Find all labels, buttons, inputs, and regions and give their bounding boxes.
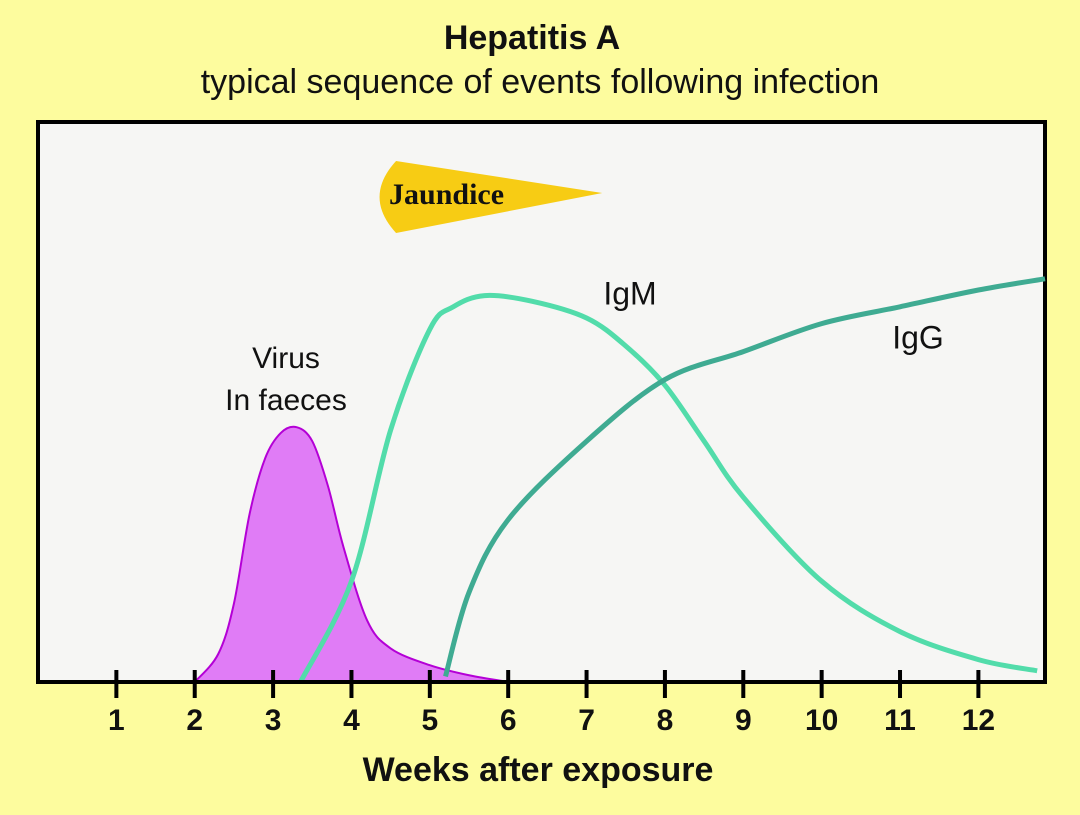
x-tick-label: 10 [805,704,838,737]
x-tick-label: 2 [186,704,203,737]
area [192,425,509,683]
chart-subtitle: typical sequence of events following inf… [201,63,880,101]
x-tick-label: 7 [578,704,595,737]
jaundice-marker [379,161,603,233]
line [443,276,1046,678]
x-tick-label: 3 [265,704,282,737]
series-label: In faeces [225,384,347,417]
series-label: IgM [603,275,656,311]
series-label: Virus [252,342,320,375]
x-tick-label: 1 [108,704,125,737]
jaundice-label: Jaundice [389,178,504,211]
x-tick-label: 5 [421,704,438,737]
x-tick-label: 8 [657,704,674,737]
x-tick-label: 9 [735,704,752,737]
plot-area [36,120,1047,684]
line [298,292,1038,684]
x-axis-label: Weeks after exposure [363,751,714,789]
x-tick-label: 4 [343,704,360,737]
x-tick-label: 6 [500,704,517,737]
chart-title: Hepatitis A [444,19,620,57]
x-tick-label: 12 [962,704,995,737]
x-tick-label: 11 [884,704,916,737]
series-label: IgG [892,319,944,355]
